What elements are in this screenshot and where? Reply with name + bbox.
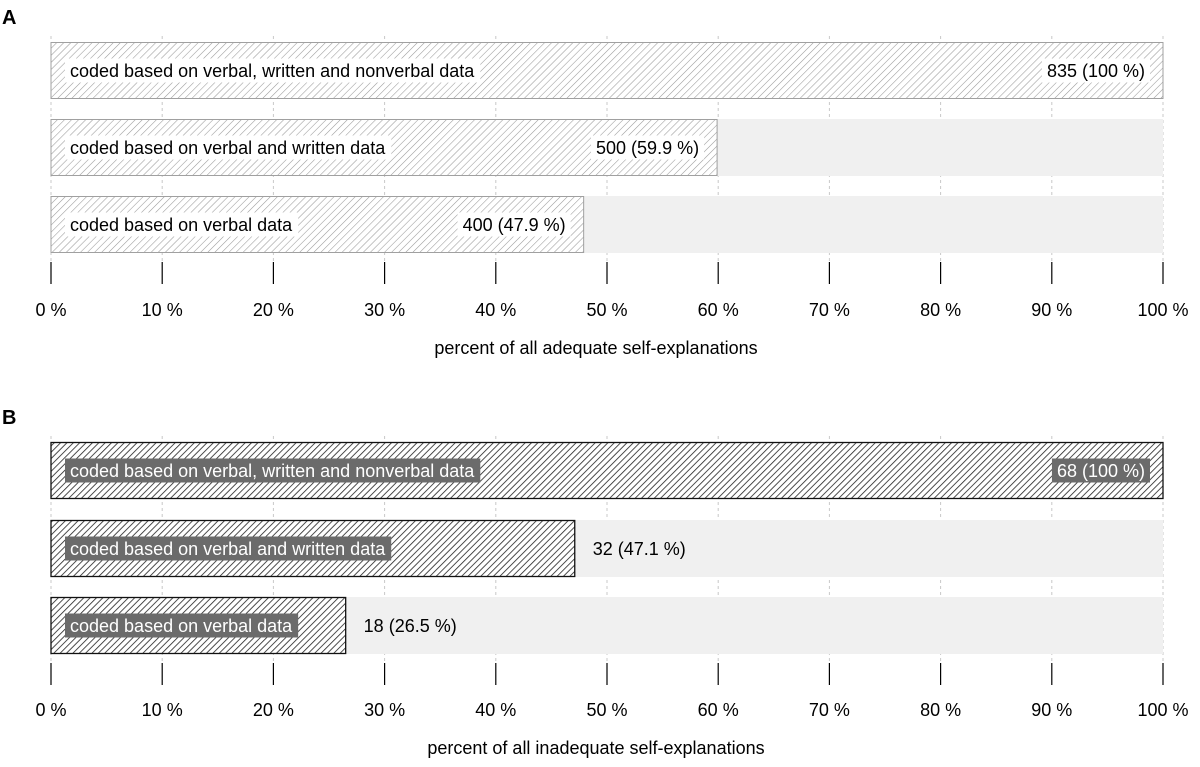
panel-a-x-axis: 0 % 10 % 20 % 30 % 40 % 50 % 60 % 70 % 80 % 90 % 1… [35, 262, 1189, 320]
panel-b-bar-labels: coded based on verbal, written and nonve… [65, 458, 1150, 638]
panel-b-x-tick-label: 90 % [1031, 700, 1072, 720]
svg-text:400 (47.9 %): 400 (47.9 %) [463, 215, 566, 235]
panel-b-value-label: 18 (26.5 %) [364, 616, 457, 636]
panel-b-x-tick-label: 80 % [920, 700, 961, 720]
svg-text:coded based on verbal, written: coded based on verbal, written and nonve… [70, 461, 475, 481]
panel-a-x-tick-label: 20 % [253, 300, 294, 320]
panel-b-x-axis-title: percent of all inadequate self-explanati… [427, 738, 764, 758]
panel-b-x-tick-label: 20 % [253, 700, 294, 720]
panel-a-x-tick-label: 40 % [475, 300, 516, 320]
panel-b-x-tick-label: 70 % [809, 700, 850, 720]
svg-text:coded based on verbal data: coded based on verbal data [70, 616, 293, 636]
svg-text:coded based on verbal data: coded based on verbal data [70, 215, 293, 235]
panel-a-chart: A coded based on verbal, written and non… [2, 7, 1189, 358]
panel-a-value-label: 400 (47.9 %) [457, 212, 571, 237]
panel-b-x-tick-label: 0 % [35, 700, 66, 720]
panel-b-x-tick-label: 50 % [586, 700, 627, 720]
panel-a-value-label: 835 (100 %) [1041, 58, 1150, 83]
panel-b-x-tick-label: 10 % [142, 700, 183, 720]
panel-b-category-label: coded based on verbal and written data [65, 536, 392, 561]
svg-text:coded based on verbal and writ: coded based on verbal and written data [70, 138, 386, 158]
panel-a-value-label: 500 (59.9 %) [591, 135, 705, 160]
panel-a-category-label: coded based on verbal data [65, 212, 299, 237]
panel-b-x-axis: 0 % 10 % 20 % 30 % 40 % 50 % 60 % 70 % 80 % 90 % 1… [35, 663, 1189, 720]
panel-a-category-label: coded based on verbal, written and nonve… [65, 58, 481, 83]
panel-b-x-tick-label: 100 % [1137, 700, 1188, 720]
panel-b-value-label: 32 (47.1 %) [593, 539, 686, 559]
panel-a-x-tick-label: 70 % [809, 300, 850, 320]
panel-b-bars [50, 441, 1164, 655]
panel-a-x-axis-title: percent of all adequate self-explanation… [434, 338, 757, 358]
panel-b-value-label: 68 (100 %) [1051, 458, 1150, 483]
svg-text:68 (100 %): 68 (100 %) [1057, 461, 1145, 481]
svg-text:32 (47.1 %): 32 (47.1 %) [593, 539, 686, 559]
panel-a-x-tick-label: 100 % [1137, 300, 1188, 320]
panel-b-category-label: coded based on verbal, written and nonve… [65, 458, 481, 483]
svg-text:coded based on verbal and writ: coded based on verbal and written data [70, 539, 386, 559]
panel-a-x-tick-label: 30 % [364, 300, 405, 320]
panel-b-label: B [2, 407, 16, 429]
panel-a-x-tick-label: 80 % [920, 300, 961, 320]
panel-a-x-tick-label: 0 % [35, 300, 66, 320]
panel-b-x-tick-label: 30 % [364, 700, 405, 720]
svg-text:835 (100 %): 835 (100 %) [1047, 61, 1145, 81]
panel-a-category-label: coded based on verbal and written data [65, 135, 392, 160]
panel-b-chart: B coded based on verbal, written and non… [2, 407, 1189, 758]
panel-b-x-tick-label: 60 % [698, 700, 739, 720]
panel-a-x-tick-label: 10 % [142, 300, 183, 320]
panel-a-x-tick-label: 50 % [586, 300, 627, 320]
panel-b-category-label: coded based on verbal data [65, 613, 299, 638]
panel-a-x-tick-label: 60 % [698, 300, 739, 320]
panel-b-x-tick-label: 40 % [475, 700, 516, 720]
panel-a-x-tick-label: 90 % [1031, 300, 1072, 320]
svg-text:500 (59.9 %): 500 (59.9 %) [596, 138, 699, 158]
panel-a-bar-labels: coded based on verbal, written and nonve… [65, 58, 1150, 237]
panel-a-label: A [2, 7, 16, 29]
svg-text:18 (26.5 %): 18 (26.5 %) [364, 616, 457, 636]
svg-text:coded based on verbal, written: coded based on verbal, written and nonve… [70, 61, 475, 81]
